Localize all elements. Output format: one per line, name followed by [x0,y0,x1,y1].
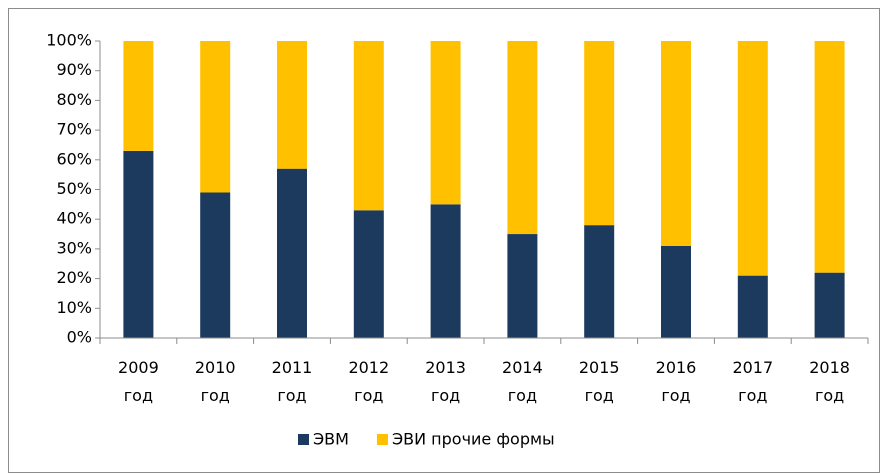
bar-segment [661,41,691,246]
bar-segment [814,272,845,338]
bar-segment [123,150,154,338]
bar-segment [277,41,307,169]
bar-segment [814,41,845,273]
x-tick-label: 2016 год [656,358,697,405]
bar-segment [200,41,231,193]
x-tick-label: 2014 год [502,358,543,405]
legend-label: ЭВМ [313,430,349,449]
x-tick-label: 2017 год [732,358,773,405]
y-tick-label: 50% [56,179,92,198]
x-tick-label: 2012 год [348,358,389,405]
bar-segment [737,275,768,338]
y-tick-label: 100% [46,31,92,50]
bar-segment [430,204,461,338]
y-tick-label: 90% [56,60,92,79]
bar-segment [661,245,691,338]
bar-segment [277,168,307,338]
y-tick-label: 0% [67,328,92,347]
bar-segment [737,41,768,276]
bar-segment [353,210,384,338]
legend-swatch [376,434,388,445]
y-tick-label: 40% [56,209,92,228]
x-tick-label: 2018 год [809,358,850,405]
legend-swatch [298,434,309,445]
bar-segment [123,41,154,151]
y-tick-label: 70% [56,120,92,139]
y-tick-label: 10% [56,298,92,317]
y-tick-label: 60% [56,149,92,168]
x-tick-label: 2013 год [425,358,466,405]
bar-segment [353,41,384,211]
bar-segment [584,225,615,338]
x-tick-label: 2010 год [195,358,236,405]
bar-segment [584,41,615,226]
bar-segment [200,192,231,338]
bar-segment [430,41,461,205]
x-tick-label: 2011 год [272,358,313,405]
bar-segment [507,234,538,338]
x-tick-label: 2009 год [118,358,159,405]
legend-label: ЭВИ прочие формы [392,430,555,449]
y-tick-label: 20% [56,268,92,287]
x-tick-label: 2015 год [579,358,620,405]
bar-segment [507,41,538,235]
y-tick-label: 80% [56,90,92,109]
y-tick-label: 30% [56,238,92,257]
